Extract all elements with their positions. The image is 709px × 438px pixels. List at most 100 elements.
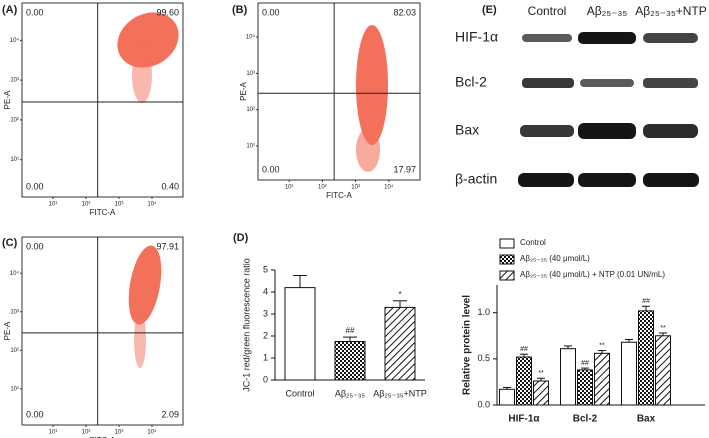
y-axis-label: JC-1 red/green fluorescence ratio	[241, 258, 251, 392]
y-tick-label: 10³	[246, 71, 255, 77]
bar	[655, 335, 671, 406]
quadrant-percent: 0.00	[26, 7, 44, 17]
bar	[638, 310, 654, 406]
x-tick-label: 10⁴	[147, 429, 157, 436]
significance-mark: ##	[581, 360, 589, 367]
quadrant-percent: 0.00	[262, 7, 280, 17]
significance-mark: ##	[346, 326, 355, 335]
x-tick-label: 10²	[82, 430, 91, 436]
bar	[533, 380, 549, 406]
y-tick-label: 10¹	[10, 157, 19, 163]
legend-swatch	[499, 238, 515, 249]
significance-mark: ##	[520, 346, 528, 353]
plot-frame	[257, 2, 421, 181]
quadrant-percent: 17.97	[393, 164, 416, 174]
quadrant-percent: 97.91	[156, 241, 179, 251]
y-tick-label: 5	[263, 264, 268, 274]
x-tick-label: 10³	[115, 202, 124, 208]
lane-label: Aβ₂₅₋₃₅	[587, 4, 628, 18]
x-axis-label: FITC-A	[90, 208, 116, 217]
x-tick-label: Aβ₂₅₋₃₅	[335, 388, 366, 398]
bar	[334, 341, 366, 381]
protein-label: HIF-1α	[455, 29, 498, 45]
quadrant-percent: 0.00	[26, 409, 44, 419]
y-tick-label: 10²	[10, 348, 19, 354]
panel-label: (E)	[482, 4, 497, 16]
y-tick-label: 2	[263, 330, 268, 340]
y-axis-label: Relative protein level	[462, 295, 473, 395]
y-tick-label: 0	[263, 374, 268, 384]
plot-frame	[21, 2, 184, 198]
x-tick-label: Bcl-2	[573, 414, 598, 425]
x-tick-label: 10²	[318, 185, 327, 191]
y-tick-label: 4	[263, 286, 268, 296]
x-axis-label: FITC-A	[326, 191, 352, 200]
bar	[560, 348, 576, 406]
bar	[621, 341, 637, 406]
protein-label: β-actin	[455, 171, 497, 187]
bar	[516, 356, 532, 406]
protein-label: Bax	[455, 122, 479, 138]
panel-label: (D)	[233, 232, 249, 244]
y-tick-label: 10⁴	[10, 37, 20, 44]
quadrant-percent: 82.03	[393, 7, 416, 17]
quadrant-percent: 0.00	[26, 181, 44, 191]
x-tick-label: 10³	[351, 185, 360, 191]
protein-label: Bcl-2	[455, 74, 487, 90]
y-tick-label: 10²	[246, 107, 255, 113]
legend-swatch	[499, 270, 515, 281]
x-tick-label: 10²	[82, 202, 91, 208]
panel-label: (A)	[2, 4, 18, 16]
x-tick-label: 10⁴	[147, 201, 157, 208]
y-tick-label: 1.0	[477, 307, 490, 317]
bar	[284, 287, 316, 381]
western-blot-bands	[518, 32, 699, 187]
y-tick-label: 10²	[10, 117, 19, 123]
significance-mark: ##	[642, 298, 650, 305]
lane-label: Control	[528, 4, 567, 18]
y-tick-label: 10⁴	[10, 270, 20, 277]
lane-label: Aβ₂₅₋₃₅+NTP	[635, 4, 706, 18]
bar	[499, 388, 515, 406]
y-axis-label: PE-A	[239, 82, 248, 101]
x-tick-label: 10⁴	[384, 184, 394, 191]
quadrant-percent: 0.00	[262, 164, 280, 174]
y-tick-label: 10⁴	[246, 34, 256, 41]
legend-swatch	[499, 254, 515, 265]
y-tick-label: 10¹	[10, 386, 19, 392]
y-tick-label: 10¹	[246, 144, 255, 150]
x-tick-label: Bax	[637, 414, 656, 425]
x-axis-label: FITC-A	[90, 436, 116, 438]
y-tick-label: 0.0	[477, 399, 490, 409]
quadrant-percent: 0.00	[26, 241, 44, 251]
y-tick-label: 10³	[10, 309, 19, 315]
cell-cloud	[117, 12, 388, 368]
x-tick-label: 10¹	[49, 430, 58, 436]
quadrant-percent: 2.09	[161, 409, 179, 419]
y-tick-label: 0.5	[477, 353, 490, 363]
x-tick-label: 10³	[115, 430, 124, 436]
y-tick-label: 1	[263, 352, 268, 362]
significance-mark: **	[660, 325, 666, 332]
y-axis-label: PE-A	[3, 90, 12, 109]
y-tick-label: 10³	[10, 78, 19, 84]
significance-mark: *	[398, 290, 401, 299]
y-axis-label: PE-A	[3, 321, 12, 340]
bar	[384, 306, 416, 381]
x-tick-label: HIF-1α	[508, 414, 540, 425]
plot-frame	[21, 236, 184, 426]
legend-label: Aβ₂₅₋₃₅ (40 μmol/L)	[520, 254, 590, 263]
bar	[594, 352, 610, 406]
panel-label: (B)	[232, 4, 248, 16]
quadrant-percent: 0.40	[161, 181, 179, 191]
legend-label: Aβ₂₅₋₃₅ (40 μmol/L) + NTP (0.01 UN/mL)	[520, 270, 665, 279]
significance-mark: **	[538, 370, 544, 377]
bar	[577, 369, 593, 406]
panel-label: (C)	[2, 237, 18, 249]
x-tick-label: 10¹	[285, 185, 294, 191]
legend-label: Control	[520, 238, 546, 247]
x-tick-label: 10¹	[49, 202, 58, 208]
x-tick-label: Aβ₂₅₋₃₅+NTP	[373, 388, 427, 398]
x-tick-label: Control	[285, 388, 314, 398]
